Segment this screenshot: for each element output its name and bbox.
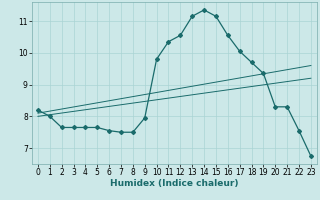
X-axis label: Humidex (Indice chaleur): Humidex (Indice chaleur) [110, 179, 239, 188]
